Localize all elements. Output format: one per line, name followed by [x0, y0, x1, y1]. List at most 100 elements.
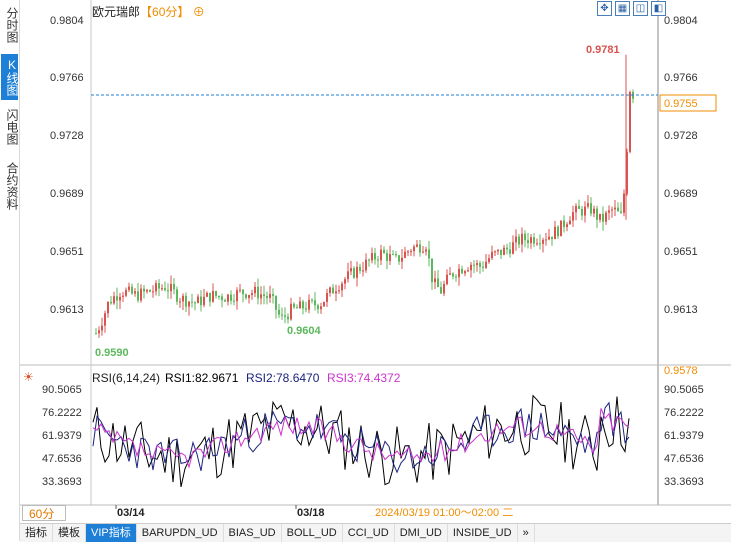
rsi-level-label: 47.6536 [42, 453, 82, 465]
candle-body [212, 291, 214, 302]
tab-cci[interactable]: CCI_UD [343, 524, 395, 542]
candle-body [149, 289, 151, 292]
candle-body [446, 274, 448, 285]
candle-body [155, 283, 157, 292]
candle-body [311, 299, 313, 301]
candle-body [617, 207, 619, 212]
candle-body [506, 247, 508, 250]
last-price-box [659, 94, 717, 112]
tab-inside[interactable]: INSIDE_UD [448, 524, 518, 542]
tab-boll[interactable]: BOLL_UD [282, 524, 343, 542]
rsi2-line [92, 401, 630, 474]
candle-body [269, 294, 271, 298]
candle-body [344, 279, 346, 284]
candle-body [95, 333, 97, 335]
period-selector[interactable]: 60分 ▲ [22, 505, 66, 536]
candle-body [284, 315, 286, 317]
tab-indicators[interactable]: 指标 [20, 524, 53, 542]
left-price-label: 0.9651 [50, 246, 84, 258]
candle-body [326, 293, 328, 302]
candle-body [143, 288, 145, 292]
candle-body [401, 257, 403, 262]
rsi-level-label-right: 90.5065 [664, 384, 704, 396]
back-icon[interactable]: ◧ [651, 1, 666, 16]
candle-body [197, 296, 199, 304]
candle-body [452, 273, 454, 277]
tab-timeshare[interactable]: 分时图 [5, 7, 19, 43]
right-price-label: 0.9728 [664, 130, 698, 142]
candle-body [482, 266, 484, 268]
more-tabs-button[interactable]: » [518, 524, 535, 542]
candle-body [434, 278, 436, 283]
crosshair-time-readout: 2024/03/19 01:00～02:00 二 [375, 507, 513, 519]
candle-body [626, 151, 628, 194]
tab-kline[interactable]: K线图 [1, 54, 19, 100]
candle-body [464, 271, 466, 274]
candle-body [272, 294, 274, 296]
candle-body [290, 303, 292, 320]
candle-body [185, 295, 187, 307]
candle-body [629, 91, 631, 152]
candle-body [488, 258, 490, 262]
zoom-icon[interactable]: ⊕ [192, 5, 205, 19]
fit-icon[interactable]: ✥ [597, 1, 612, 16]
rsi-level-label: 61.9379 [42, 430, 82, 442]
candle-body [515, 236, 517, 243]
candle-body [101, 325, 103, 331]
chart-toggle-icon[interactable]: ◫ [633, 1, 648, 16]
tab-bias[interactable]: BIAS_UD [224, 524, 282, 542]
candle-body [347, 271, 349, 280]
tab-barupdn[interactable]: BARUPDN_UD [137, 524, 224, 542]
candle-body [134, 291, 136, 294]
bottom-price-value: 0.9578 [664, 365, 698, 377]
left-price-label: 0.9766 [50, 72, 84, 84]
tab-contract-info[interactable]: 合约资料 [5, 162, 19, 210]
tab-dmi[interactable]: DMI_UD [395, 524, 448, 542]
candle-body [584, 206, 586, 216]
candle-body [215, 291, 217, 296]
grid-icon[interactable]: ▦ [615, 1, 630, 16]
rsi3-line [92, 408, 630, 469]
candle-body [599, 213, 601, 220]
candle-body [542, 239, 544, 244]
chart-toolbar: ✥ ▦ ◫ ◧ [597, 1, 666, 17]
candle-body [404, 251, 406, 258]
candle-body [179, 301, 181, 303]
candle-body [146, 289, 148, 292]
candle-body [161, 288, 163, 290]
candle-body [305, 308, 307, 310]
candle-body [176, 289, 178, 302]
candle-body [203, 296, 205, 306]
candle-body [590, 203, 592, 214]
candle-body [245, 294, 247, 299]
candle-body [473, 264, 475, 266]
candle-body [608, 210, 610, 213]
candle-body [257, 286, 259, 299]
candle-body [422, 251, 424, 253]
candle-body [491, 251, 493, 259]
candle-body [104, 313, 106, 326]
tab-vip-indicators[interactable]: VIP指标 [86, 524, 137, 542]
rsi-level-label-right: 47.6536 [664, 453, 704, 465]
last-price-value: 0.9755 [664, 98, 698, 110]
candle-body [173, 283, 175, 290]
tab-templates[interactable]: 模板 [53, 524, 86, 542]
candle-body [380, 249, 382, 261]
candle-body [98, 330, 100, 334]
rsi1-line [92, 394, 630, 488]
candle-body [356, 266, 358, 278]
candle-body [221, 296, 223, 301]
candle-body [620, 211, 622, 213]
candle-body [479, 263, 481, 267]
candle-body [458, 268, 460, 278]
rsi-level-label: 90.5065 [42, 384, 82, 396]
candle-body [359, 266, 361, 271]
candle-body [578, 206, 580, 209]
candle-body [335, 291, 337, 294]
candle-body [569, 220, 571, 225]
candle-body [131, 286, 133, 294]
candle-body [416, 244, 418, 247]
tab-flash-chart[interactable]: 闪电图 [5, 109, 19, 145]
candle-body [296, 307, 298, 309]
